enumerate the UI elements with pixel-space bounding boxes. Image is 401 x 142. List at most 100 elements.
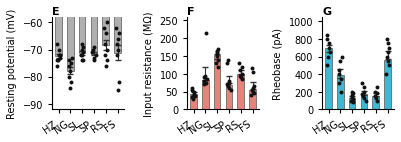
Point xyxy=(374,100,380,102)
Bar xyxy=(337,75,344,109)
Point xyxy=(324,34,330,36)
Point xyxy=(79,43,85,46)
Text: F: F xyxy=(187,7,194,17)
Bar xyxy=(214,56,221,109)
Y-axis label: Input resistance (MΩ): Input resistance (MΩ) xyxy=(144,11,154,116)
Point xyxy=(385,52,391,54)
Point xyxy=(359,82,366,84)
Point xyxy=(79,54,85,57)
Point xyxy=(384,56,390,58)
Point xyxy=(250,91,257,93)
Point xyxy=(213,55,220,58)
Point xyxy=(363,100,369,102)
Point xyxy=(250,71,256,74)
Point xyxy=(236,62,242,65)
Point xyxy=(191,94,198,96)
Point xyxy=(91,46,97,48)
Point xyxy=(103,65,109,67)
Point xyxy=(113,27,119,30)
Point xyxy=(54,43,61,46)
Point xyxy=(250,85,257,88)
Bar xyxy=(349,99,355,109)
Point xyxy=(336,69,342,71)
Point xyxy=(192,95,198,97)
Point xyxy=(385,60,391,62)
Point xyxy=(239,73,245,75)
Point xyxy=(324,65,330,67)
Text: G: G xyxy=(322,7,331,17)
Bar xyxy=(237,74,244,109)
Point xyxy=(103,60,110,62)
Point xyxy=(348,96,355,98)
Point xyxy=(326,43,332,45)
Point xyxy=(324,38,330,41)
Point xyxy=(54,60,61,62)
Point xyxy=(67,71,73,73)
Point xyxy=(214,48,221,51)
Point xyxy=(336,82,342,84)
Point xyxy=(326,47,332,49)
Point xyxy=(68,62,74,65)
Point xyxy=(80,60,87,62)
Bar xyxy=(384,60,391,109)
Point xyxy=(89,52,96,54)
Point xyxy=(115,89,121,92)
Point xyxy=(214,50,220,52)
Point xyxy=(227,89,234,91)
Point xyxy=(56,54,63,57)
Point xyxy=(384,38,391,41)
Point xyxy=(116,33,122,35)
Bar xyxy=(79,0,85,53)
Point xyxy=(336,73,342,76)
Point xyxy=(67,81,74,84)
Point xyxy=(66,65,73,67)
Point xyxy=(102,43,108,46)
Bar xyxy=(226,85,232,109)
Point xyxy=(338,56,345,58)
Point xyxy=(79,60,85,62)
Point xyxy=(115,38,122,40)
Point xyxy=(90,49,96,51)
Bar xyxy=(373,96,379,109)
Point xyxy=(79,49,85,51)
Point xyxy=(77,54,84,57)
Point xyxy=(56,49,62,51)
Point xyxy=(201,84,207,86)
Bar xyxy=(190,95,197,109)
Point xyxy=(226,87,232,89)
Text: E: E xyxy=(52,7,60,17)
Point xyxy=(327,52,333,54)
Point xyxy=(101,54,108,57)
Point xyxy=(201,77,208,79)
Point xyxy=(251,92,257,95)
Point xyxy=(350,98,356,100)
Point xyxy=(55,60,61,62)
Point xyxy=(93,54,99,57)
Point xyxy=(237,69,243,72)
Bar xyxy=(91,0,97,54)
Point xyxy=(360,95,367,98)
Point xyxy=(238,77,245,79)
Point xyxy=(239,66,245,68)
Point xyxy=(57,54,63,57)
Point xyxy=(349,93,356,95)
Bar xyxy=(103,0,109,45)
Point xyxy=(249,68,255,70)
Point xyxy=(91,57,97,59)
Point xyxy=(202,75,208,77)
Point xyxy=(338,78,344,80)
Point xyxy=(214,54,220,56)
Point xyxy=(348,100,354,102)
Y-axis label: Resting potential (mV): Resting potential (mV) xyxy=(7,9,17,118)
Point xyxy=(386,65,393,67)
Point xyxy=(373,93,380,95)
Point xyxy=(248,94,254,97)
Point xyxy=(104,22,111,24)
Point xyxy=(102,33,109,35)
Point xyxy=(203,82,209,84)
Point xyxy=(336,60,343,62)
Point xyxy=(103,49,110,51)
Point xyxy=(385,47,392,49)
Point xyxy=(250,87,257,89)
Point xyxy=(237,75,243,77)
